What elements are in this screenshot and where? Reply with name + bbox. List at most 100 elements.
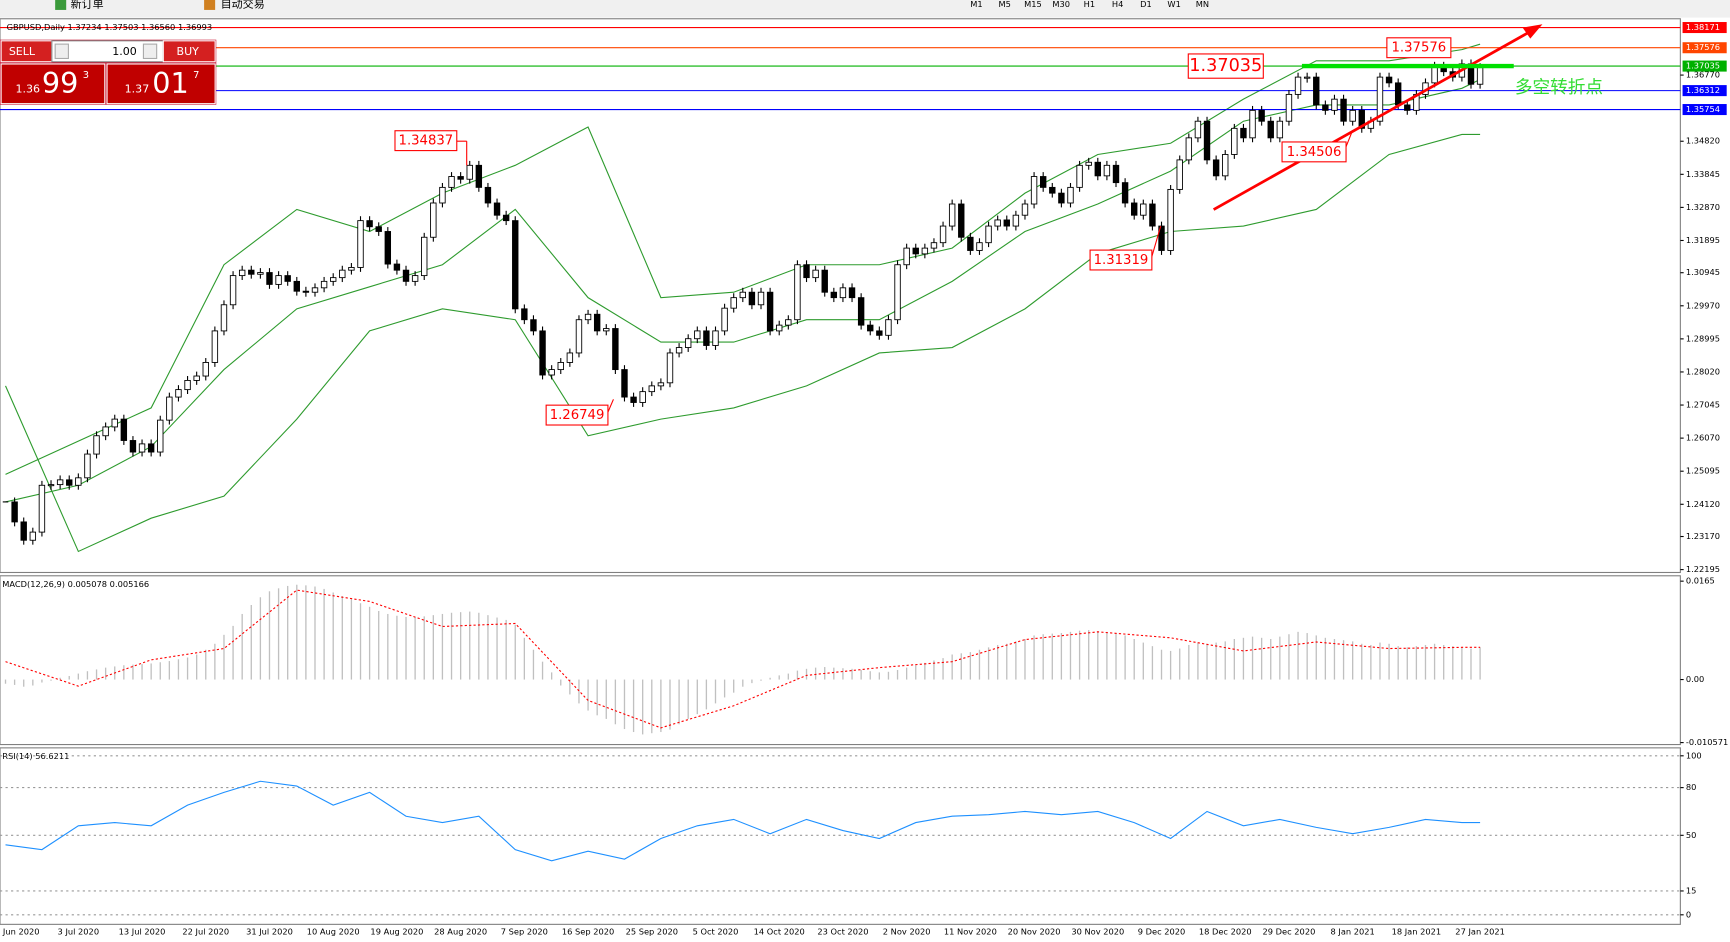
candle xyxy=(839,287,847,299)
candle xyxy=(229,275,237,306)
candle xyxy=(803,264,810,279)
buy-price-point: 7 xyxy=(193,70,199,81)
main-panel xyxy=(0,18,1681,574)
candle xyxy=(867,324,874,332)
candle xyxy=(857,297,865,326)
price-callout: 1.37576 xyxy=(1392,41,1447,56)
candle xyxy=(1021,203,1029,216)
price-callout-box xyxy=(1089,249,1153,271)
chart-title: GBPUSD,Daily 1.37234 1.37503 1.36560 1.3… xyxy=(7,22,213,32)
candle xyxy=(166,396,173,421)
y-tick-label: 15 xyxy=(1686,885,1697,895)
candle xyxy=(1322,104,1329,111)
x-tick-label: 18 Jan 2021 xyxy=(1392,927,1442,937)
buy-price-pips: 01 xyxy=(152,66,188,100)
y-tick-label: 0 xyxy=(1686,909,1691,919)
candle xyxy=(612,328,619,371)
x-tick-label: 22 Jul 2020 xyxy=(182,927,229,937)
candle xyxy=(712,330,719,346)
candle xyxy=(1349,109,1356,122)
toolbar-icon[interactable] xyxy=(55,0,67,10)
y-tick-label: 1.22195 xyxy=(1686,564,1720,574)
timeframe[interactable]: M15 xyxy=(1024,0,1042,9)
buy-price-box[interactable] xyxy=(106,63,216,105)
candle xyxy=(84,453,91,479)
y-tick-label: 50 xyxy=(1686,830,1697,840)
toolbar-button[interactable]: 自动交易 xyxy=(221,0,265,10)
timeframe[interactable]: M1 xyxy=(970,0,982,9)
x-tick-label: 10 Aug 2020 xyxy=(307,927,360,937)
candle xyxy=(1340,98,1347,122)
candle xyxy=(930,242,938,249)
level-tag xyxy=(1682,104,1727,116)
candle xyxy=(257,272,264,275)
buy-label[interactable]: BUY xyxy=(177,45,200,58)
x-tick-label: 14 Oct 2020 xyxy=(754,927,805,937)
toolbar-button[interactable]: 新订单 xyxy=(71,0,104,10)
candle xyxy=(1094,161,1101,177)
candle xyxy=(1030,176,1038,205)
y-tick-label: 1.26070 xyxy=(1686,433,1720,443)
candle xyxy=(630,396,637,403)
timeframe[interactable]: D1 xyxy=(1140,0,1152,9)
x-tick-label: 23 Oct 2020 xyxy=(817,927,868,937)
timeframe[interactable]: M30 xyxy=(1052,0,1070,9)
candle xyxy=(1012,214,1020,227)
candle xyxy=(1258,109,1265,122)
sell-price-box[interactable] xyxy=(0,63,106,105)
y-tick-label: 1.28995 xyxy=(1686,333,1720,343)
candle xyxy=(93,435,100,455)
timeframe[interactable]: H1 xyxy=(1084,0,1095,9)
candle xyxy=(493,202,501,216)
candle xyxy=(530,319,537,332)
candle xyxy=(848,287,856,299)
candle xyxy=(366,220,373,228)
candle xyxy=(575,319,583,354)
candle xyxy=(703,330,710,346)
price-callout: 1.34837 xyxy=(399,134,454,149)
lot-down[interactable] xyxy=(54,43,69,60)
timeframe[interactable]: MN xyxy=(1196,0,1209,9)
toolbar-icon[interactable] xyxy=(204,0,216,10)
x-tick-label: 27 Jan 2021 xyxy=(1455,927,1505,937)
candle xyxy=(430,202,437,238)
arrow-head xyxy=(1522,24,1543,39)
timeframe[interactable]: H4 xyxy=(1112,0,1123,9)
candle xyxy=(266,272,273,285)
candle xyxy=(1240,127,1247,139)
candle xyxy=(921,247,929,255)
timeframe[interactable]: M5 xyxy=(998,0,1010,9)
x-tick-label: 29 Dec 2020 xyxy=(1263,927,1316,937)
price-callout-box xyxy=(1281,141,1347,163)
candle xyxy=(402,269,410,282)
candle xyxy=(1222,154,1229,177)
candle xyxy=(1476,67,1484,85)
lot-value[interactable]: 1.00 xyxy=(112,45,137,58)
candle xyxy=(1358,109,1365,129)
y-tick-label: 0.0165 xyxy=(1686,576,1715,586)
candle xyxy=(584,313,592,321)
macd-signal xyxy=(5,589,1481,729)
timeframe[interactable]: W1 xyxy=(1167,0,1180,9)
candle xyxy=(821,269,828,293)
candle xyxy=(1376,76,1384,122)
candle xyxy=(38,484,46,533)
candle xyxy=(129,440,137,453)
buy-button[interactable] xyxy=(162,40,216,63)
candle xyxy=(548,369,555,376)
candle xyxy=(1294,76,1302,95)
price-callout: 1.31319 xyxy=(1094,253,1149,268)
candle xyxy=(311,287,319,293)
macd-title: MACD(12,26,9) 0.005078 0.005166 xyxy=(2,579,149,589)
lot-up[interactable] xyxy=(142,43,158,60)
candle xyxy=(1185,137,1193,161)
candle xyxy=(876,330,883,336)
macd-panel xyxy=(0,575,1681,746)
price-callout-box xyxy=(1386,37,1452,59)
candle xyxy=(730,297,737,309)
toolbar xyxy=(0,0,1730,18)
sell-label[interactable]: SELL xyxy=(9,45,36,58)
candle xyxy=(639,391,646,403)
candle xyxy=(912,247,919,255)
level-label: 1.37576 xyxy=(1686,42,1720,52)
